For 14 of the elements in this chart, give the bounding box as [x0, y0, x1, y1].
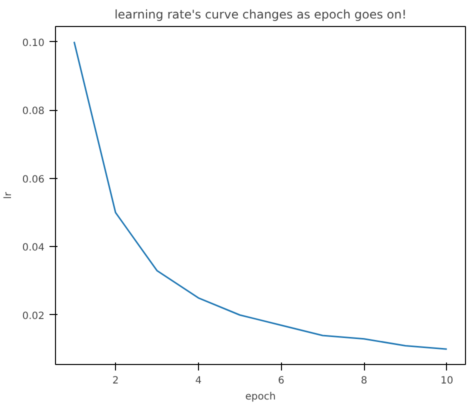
x-tick-label: 6 — [278, 376, 284, 386]
y-axis-title: lr — [3, 191, 14, 199]
chart-title: learning rate's curve changes as epoch goes on! — [114, 8, 407, 22]
x-axis-title: epoch — [245, 392, 276, 402]
y-tick-label: 0.02 — [22, 310, 44, 322]
x-tick-label: 8 — [360, 376, 368, 386]
x-tick-label: 2 — [112, 376, 119, 386]
y-tick-label: 0.10 — [22, 38, 44, 49]
y-tick-label: 0.04 — [22, 242, 44, 254]
x-tick-label: 4 — [195, 376, 202, 386]
line-series — [73, 41, 448, 350]
y-tick-label: 0.08 — [22, 106, 44, 118]
y-tick-label: 0.06 — [22, 174, 44, 186]
x-tick-label: 10 — [440, 376, 454, 386]
